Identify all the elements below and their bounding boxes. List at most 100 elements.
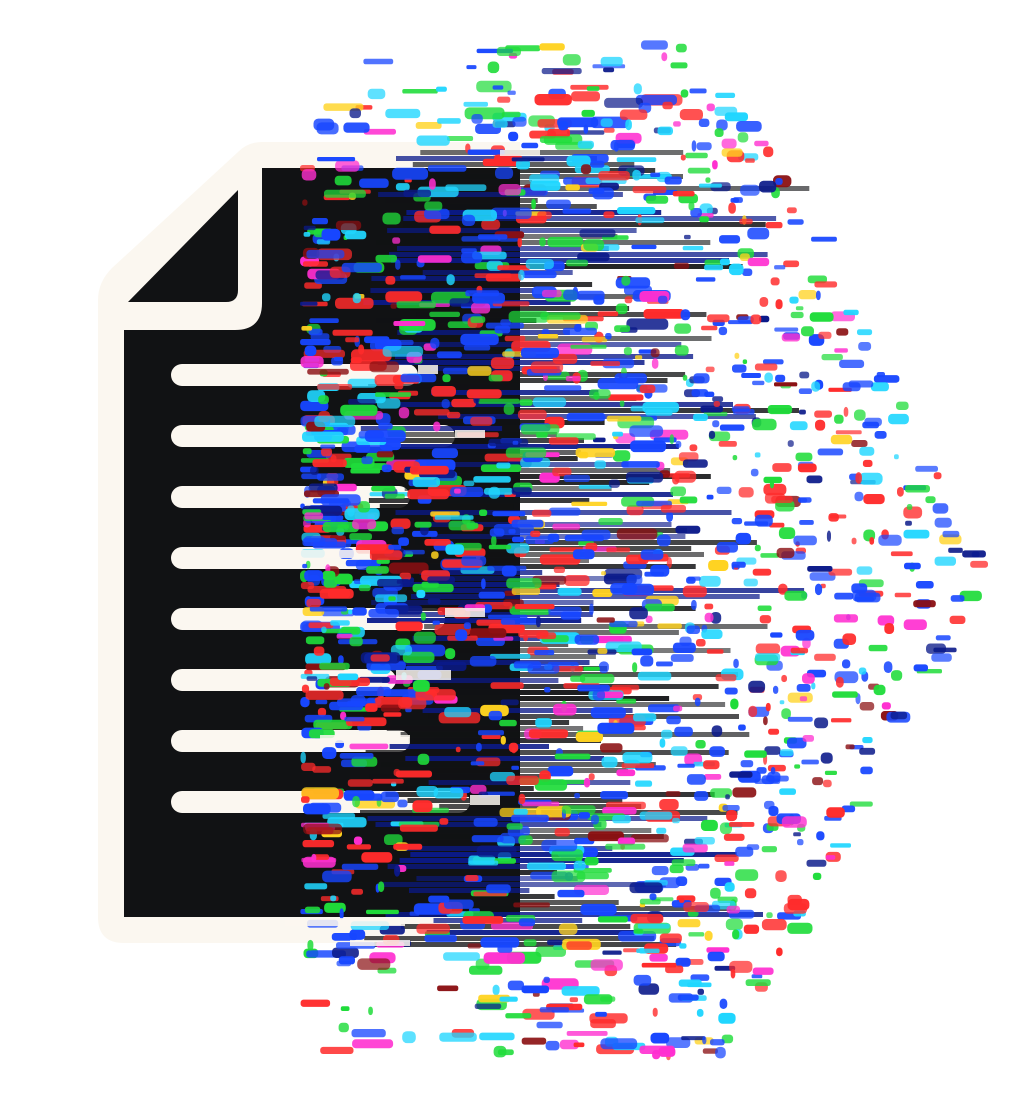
glitch-pixel: [461, 555, 487, 566]
glitch-pixel: [694, 837, 715, 845]
glitch-pixel: [888, 413, 909, 425]
glitch-streak: [427, 648, 731, 653]
glitch-pixel: [881, 702, 891, 710]
glitch-pixel: [636, 500, 672, 507]
glitch-pixel: [704, 264, 724, 271]
glitch-pixel: [832, 691, 858, 698]
glitch-pixel: [578, 812, 590, 819]
glitch-pixel: [488, 374, 503, 382]
glitch-pixel: [738, 487, 754, 498]
glitch-pixel: [496, 462, 511, 469]
glitch-pixel: [545, 1040, 560, 1051]
glitch-pixel: [721, 138, 737, 149]
glitch-pixel: [518, 793, 526, 805]
glitch-pixel: [512, 440, 519, 445]
glitch-pixel: [633, 929, 643, 934]
glitch-pixel: [617, 207, 656, 215]
glitch-pixel: [630, 834, 669, 843]
glitch-pixel: [455, 746, 461, 753]
glitch-pixel: [719, 235, 741, 244]
glitch-pixel: [771, 495, 793, 503]
glitch-pixel: [854, 491, 864, 502]
glitch-streak: [399, 858, 684, 863]
glitch-pixel: [674, 345, 689, 356]
glitch-pixel: [649, 953, 668, 962]
glitch-pixel: [488, 438, 529, 447]
glitch-streak: [420, 150, 684, 155]
glitch-pixel: [662, 101, 673, 110]
glitch-pixel: [577, 252, 610, 262]
glitch-pixel: [488, 614, 528, 619]
glitch-pixel: [492, 120, 508, 128]
glitch-pixel: [726, 905, 740, 914]
glitch-pixel: [714, 128, 724, 137]
glitch-pixel: [304, 906, 321, 914]
glitch-pixel: [523, 939, 537, 947]
glitch-pixel: [828, 513, 839, 522]
glitch-pixel: [304, 512, 324, 520]
glitch-pixel: [682, 843, 708, 853]
glitch-pixel: [513, 902, 550, 908]
glitch-pixel: [301, 473, 322, 480]
glitch-pixel: [571, 501, 608, 506]
glitch-pixel: [743, 578, 758, 587]
glitch-streak: [377, 870, 557, 875]
glitch-pixel: [530, 530, 541, 537]
glitch-pixel: [412, 477, 440, 488]
glitch-pixel: [619, 109, 648, 120]
glitch-pixel: [402, 1031, 416, 1044]
glitch-pixel: [557, 587, 582, 596]
glitch-pixel: [677, 763, 695, 768]
glitch-pixel: [793, 832, 801, 837]
glitch-pixel: [535, 718, 552, 728]
glitch-pixel: [383, 689, 426, 697]
glitch-pixel: [703, 760, 720, 770]
glitch-pixel: [573, 860, 586, 871]
glitch-pixel: [904, 485, 930, 493]
glitch-pixel: [624, 296, 633, 304]
glitch-pixel: [795, 629, 815, 641]
glitch-pixel: [588, 773, 595, 781]
glitch-pixel: [658, 295, 668, 304]
glitch-pixel: [566, 412, 606, 422]
glitch-pixel: [616, 698, 637, 704]
glitch-pixel: [584, 857, 599, 866]
glitch-pixel: [578, 484, 612, 489]
glitch-pixel: [528, 729, 569, 739]
glitch-pixel: [531, 509, 552, 517]
glitch-pixel: [669, 434, 674, 445]
glitch-pixel: [535, 946, 566, 957]
glitch-pixel: [815, 419, 826, 431]
glitch-pixel: [730, 698, 739, 710]
glitch-pixel: [703, 411, 728, 417]
glitch-pixel: [337, 673, 359, 681]
glitch-pixel: [468, 860, 499, 866]
glitch-pixel: [708, 560, 729, 571]
glitch-pixel: [415, 122, 442, 129]
glitch-pixel: [833, 614, 858, 623]
glitch-pixel: [696, 142, 712, 151]
glitch-streak: [376, 318, 537, 323]
glitch-pixel: [706, 649, 724, 654]
glitch-pixel: [529, 174, 560, 184]
glitch-pixel: [531, 198, 536, 210]
glitch-streak: [415, 420, 605, 425]
glitch-pixel: [415, 689, 456, 701]
glitch-pixel: [330, 895, 337, 902]
glitch-streak: [411, 594, 760, 599]
glitch-pixel: [416, 135, 450, 146]
glitch-pixel: [463, 344, 491, 351]
glitch-pixel: [598, 171, 630, 181]
glitch-pixel: [680, 89, 689, 98]
glitch-pixel: [354, 445, 393, 453]
glitch-pixel: [497, 265, 530, 271]
glitch-pixel: [737, 316, 754, 324]
glitch-pixel: [890, 551, 913, 557]
glitch-pixel: [321, 447, 332, 457]
glitch-pixel: [797, 463, 817, 473]
glitch-pixel: [336, 634, 353, 639]
glitch-pixel: [878, 534, 902, 546]
glitch-pixel: [773, 685, 779, 694]
glitch-pixel: [350, 463, 388, 470]
